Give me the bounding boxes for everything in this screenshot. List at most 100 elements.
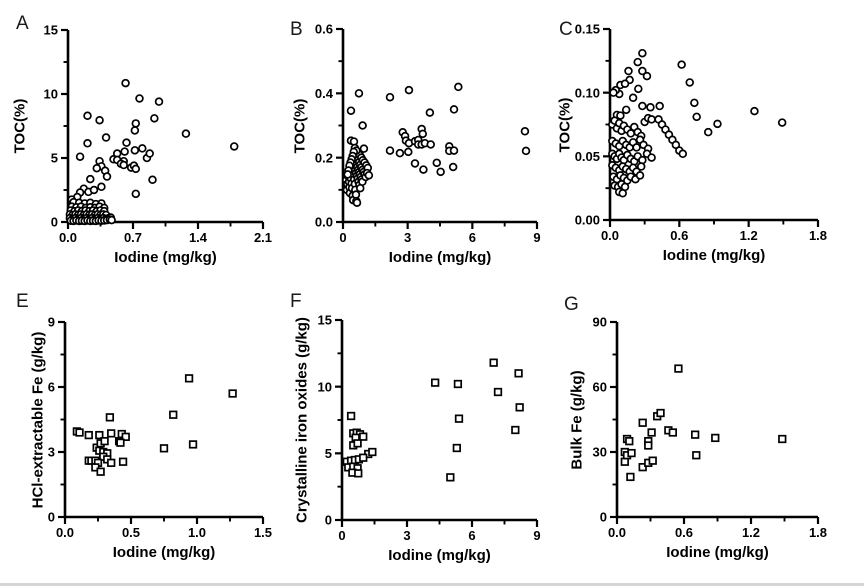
data-point	[184, 374, 194, 383]
data-point	[520, 127, 530, 136]
x-axis-title: Iodine (mg/kg)	[666, 544, 769, 561]
data-point	[368, 447, 377, 457]
x-tick-label: 1.8	[809, 525, 827, 540]
x-tick-label: 1.4	[189, 230, 208, 245]
data-point	[181, 129, 191, 138]
data-point	[130, 146, 140, 155]
scatter-plot: 0.0 0.6 1.2 1.8 0 30 60 90	[593, 315, 828, 540]
data-point	[431, 378, 440, 387]
y-tick-label: 15	[318, 313, 332, 328]
data-point	[169, 410, 178, 419]
data-point	[188, 440, 198, 449]
x-tick-label: 2.1	[254, 230, 272, 245]
y-tick-label: 5	[51, 151, 58, 166]
data-point	[692, 112, 701, 122]
data-point	[647, 153, 656, 162]
x-tick-label: 1.0	[188, 525, 206, 540]
x-axis-title: Iodine (mg/kg)	[388, 249, 492, 266]
data-point	[86, 174, 95, 184]
x-tick-label: 1.8	[809, 228, 827, 243]
data-point	[150, 114, 159, 123]
x-axis-title: Iodine (mg/kg)	[662, 247, 766, 264]
y-tick-label: 5	[325, 446, 332, 461]
scatter-plot: 0 3 6 9 0.0 0.2 0.4 0.6	[315, 22, 541, 245]
data-point	[83, 139, 92, 148]
y-tick-label: 0	[51, 215, 58, 230]
data-point	[101, 133, 111, 142]
data-point	[616, 111, 625, 120]
scatter-plot: 0 3 6 9 0 5 10 15	[318, 313, 541, 543]
scatter-plot: 0.0 0.7 1.4 2.1 0 5 10 15	[44, 23, 273, 245]
y-tick-label: 10	[44, 87, 58, 102]
axis-frame	[341, 29, 537, 224]
y-tick-label: 10	[318, 379, 332, 394]
data-point	[692, 451, 701, 460]
y-tick-label: 0.4	[315, 86, 334, 101]
data-point	[419, 165, 428, 174]
x-tick-label: 1.5	[254, 525, 272, 540]
data-point	[703, 127, 713, 137]
panel-g: G Bulk Fe (g/kg) 0.0 0.6 1.2 1.8 0 30 60 90 Iod…	[555, 290, 864, 586]
data-point	[359, 453, 368, 462]
data-point	[678, 149, 688, 159]
data-point	[638, 418, 647, 427]
data-point	[83, 111, 92, 121]
data-point	[713, 119, 722, 129]
data-point	[777, 118, 787, 127]
panel-a: A TOC(%) 0.0 0.7 1.4 2.1 0 5 10 15 Iodine (mg/k…	[0, 0, 288, 290]
data-point	[418, 129, 428, 139]
data-point	[354, 469, 363, 478]
data-point	[638, 48, 647, 58]
data-point	[711, 433, 720, 443]
data-point	[343, 170, 352, 179]
data-point	[627, 448, 636, 458]
data-point	[674, 364, 683, 373]
data-point	[121, 432, 130, 441]
data-point	[354, 89, 364, 98]
x-tick-label: 0.5	[122, 525, 140, 540]
panel-letter: A	[16, 13, 29, 34]
data-point	[489, 358, 498, 367]
data-point	[625, 437, 634, 446]
data-point	[646, 103, 655, 112]
data-point	[448, 162, 458, 172]
data-point	[638, 66, 647, 76]
data-point	[436, 167, 445, 177]
data-point	[364, 171, 374, 180]
data-point	[449, 146, 459, 155]
data-point	[620, 79, 630, 89]
x-tick-label: 0.6	[675, 525, 693, 540]
x-tick-label: 1.2	[740, 228, 758, 243]
data-point	[395, 148, 405, 158]
data-point	[750, 106, 759, 116]
data-point	[493, 387, 503, 397]
panel-letter: C	[559, 19, 573, 40]
data-point	[621, 105, 631, 115]
data-point	[96, 467, 105, 476]
x-tick-label: 0.0	[59, 230, 77, 245]
data-point	[100, 437, 109, 446]
x-tick-label: 0.0	[601, 228, 619, 243]
data-point	[634, 84, 643, 94]
data-point	[515, 403, 524, 412]
y-tick-label: 0.0	[315, 215, 333, 230]
axis-frame	[340, 320, 537, 522]
data-point	[359, 144, 369, 153]
data-point	[644, 441, 653, 450]
y-tick-label: 90	[593, 315, 607, 330]
data-point	[91, 463, 100, 472]
data-point	[620, 457, 629, 466]
x-tick-label: 0.0	[608, 525, 626, 540]
data-point	[638, 463, 647, 472]
data-point	[353, 439, 362, 448]
data-point	[120, 147, 129, 156]
y-tick-label: 0	[600, 510, 607, 525]
data-point	[454, 414, 464, 423]
panel-e: E HCl-extractable Fe (g/kg) 0.0 0.5 1.0 1.5…	[0, 290, 288, 586]
data-point	[119, 160, 128, 170]
x-tick-label: 3	[403, 528, 410, 543]
data-point	[359, 432, 368, 441]
data-point	[690, 98, 699, 108]
data-point	[118, 457, 128, 466]
